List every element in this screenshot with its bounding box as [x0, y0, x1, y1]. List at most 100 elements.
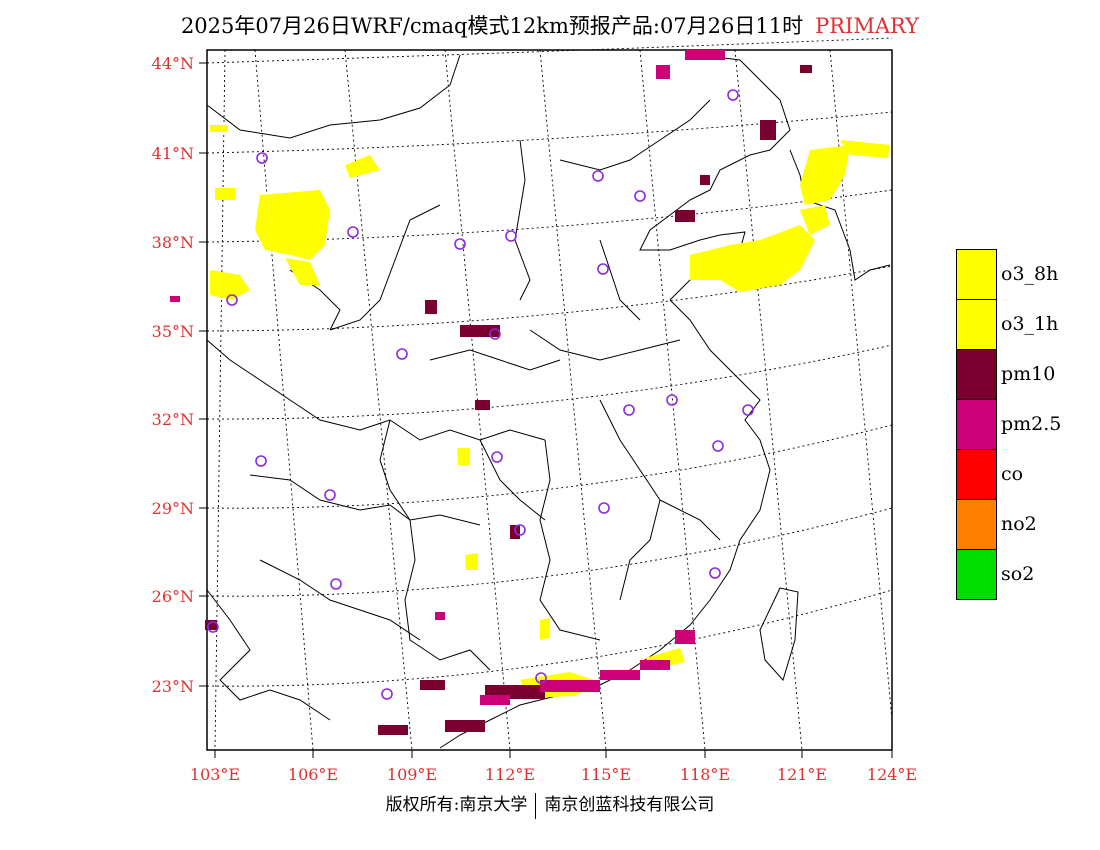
o3-region-liaodong [800, 145, 850, 205]
lon-line-121 [734, 49, 803, 751]
legend-label: so2 [1001, 563, 1035, 585]
title-text: 2025年07月26日WRF/cmaq模式12km预报产品:07月26日11时 [180, 14, 804, 38]
station-circle [712, 440, 724, 452]
station-circle [727, 89, 739, 101]
pm10-block [460, 325, 500, 337]
pm25-block [480, 695, 510, 705]
o3-region-guangxi [540, 618, 550, 640]
lon-line-103 [214, 49, 226, 751]
lat-label-26: 26°N [151, 587, 194, 606]
pm10-block [425, 300, 437, 314]
o3-region-hubei [457, 448, 470, 465]
lon-label-124: 124°E [866, 765, 918, 784]
border-inner-10 [429, 349, 561, 371]
station-circle [324, 489, 336, 501]
lon-label-118: 118°E [679, 765, 731, 784]
axis-ticks [199, 62, 893, 758]
border-inner-4 [404, 519, 491, 671]
pm10-blocks [205, 65, 812, 735]
pm10-block [760, 120, 776, 140]
legend-swatch [956, 299, 997, 350]
station-circle [666, 394, 678, 406]
station-circle [330, 578, 342, 590]
legend-swatch [956, 249, 997, 300]
station-circle [226, 294, 238, 306]
lon-label-115: 115°E [580, 765, 632, 784]
border-inner-9 [206, 589, 331, 721]
o3-region-hunan [465, 553, 478, 570]
monitoring-stations [207, 89, 754, 700]
lon-line-109 [344, 49, 413, 751]
pm25-block [656, 65, 670, 79]
o3-region-north-block [345, 155, 380, 178]
station-circle [742, 404, 754, 416]
lon-label-103: 103°E [189, 765, 241, 784]
station-circle [535, 672, 547, 684]
lon-line-118 [639, 49, 706, 751]
border-inner-14 [379, 419, 411, 521]
footer-left: 版权所有:南京大学 [385, 795, 528, 815]
pm10-block [445, 720, 485, 732]
lat-label-41: 41°N [151, 144, 194, 163]
border-inner-11 [599, 239, 641, 321]
o3-region-xinjiang [215, 188, 235, 200]
footer-right: 南京创蓝科技有限公司 [544, 795, 715, 815]
lat-line-29 [206, 424, 893, 509]
o3-region-ningxia [210, 270, 250, 300]
legend-label: no2 [1001, 513, 1037, 535]
lon-line-124 [829, 49, 893, 721]
national-border-north [206, 54, 461, 139]
legend-label: o3_1h [1001, 313, 1059, 335]
pm10-block [675, 210, 695, 222]
station-circle [256, 152, 268, 164]
border-inner-7 [529, 329, 681, 361]
station-circle [598, 502, 610, 514]
pm25-block [600, 670, 640, 680]
border-inner-6 [599, 399, 661, 601]
o3-region-dalian [840, 140, 890, 158]
pm10-block [800, 65, 812, 73]
pm10-block [700, 175, 710, 185]
korea-border [789, 149, 891, 281]
station-circle [709, 567, 721, 579]
map-title: 2025年07月26日WRF/cmaq模式12km预报产品:07月26日11时 P… [0, 10, 1100, 40]
lat-line-32 [206, 344, 893, 420]
station-circle [381, 688, 393, 700]
pm25-block [640, 660, 670, 670]
o3-region-gansu [285, 258, 320, 285]
o3-regions [210, 125, 890, 698]
legend-label: o3_8h [1001, 263, 1059, 285]
map-frame [206, 49, 893, 751]
station-circle [634, 190, 646, 202]
o3-region-inner-mongolia [255, 190, 330, 260]
lon-line-106 [254, 49, 314, 751]
lat-label-29: 29°N [151, 499, 194, 518]
legend-swatch [956, 399, 997, 450]
station-circle [347, 226, 359, 238]
border-inner-8 [259, 559, 421, 641]
border-inner-5 [539, 439, 601, 641]
station-circle [255, 455, 267, 467]
border-inner-15 [479, 439, 546, 521]
lat-label-44: 44°N [151, 54, 194, 73]
station-circle [454, 238, 466, 250]
taiwan [759, 587, 799, 681]
station-circle [592, 170, 604, 182]
station-circle [597, 263, 609, 275]
legend-swatch [956, 549, 997, 600]
yellow-river-division [514, 139, 531, 301]
pm25-blocks [170, 50, 725, 705]
legend-label: pm10 [1001, 363, 1056, 385]
pm25-block [675, 630, 695, 644]
station-circle [505, 230, 517, 242]
station-circle [207, 621, 219, 633]
pm10-block [205, 620, 217, 630]
pm25-block [540, 680, 600, 692]
pm25-block [170, 296, 180, 302]
lat-label-23: 23°N [151, 677, 194, 696]
lon-label-109: 109°E [386, 765, 438, 784]
border-inner-2 [206, 339, 546, 441]
legend-swatch [956, 349, 997, 400]
legend-swatch [956, 449, 997, 500]
border-inner-12 [559, 99, 711, 171]
